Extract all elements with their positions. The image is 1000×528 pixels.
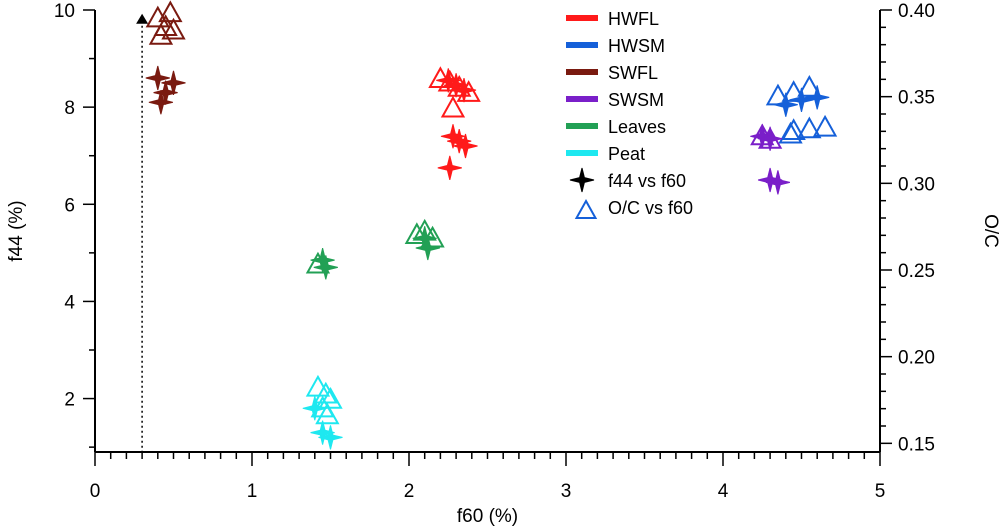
point-hwfl-f44 bbox=[436, 68, 461, 93]
point-swfl-f44 bbox=[145, 65, 170, 91]
point-peat-oc bbox=[318, 386, 343, 409]
point-hwsm-oc bbox=[781, 118, 806, 141]
point-swfl-oc bbox=[148, 22, 174, 45]
point-hwsm-f44 bbox=[789, 87, 814, 113]
x-tick-label: 1 bbox=[247, 481, 258, 502]
point-swfl-oc bbox=[161, 17, 186, 40]
series-swfl bbox=[145, 0, 186, 115]
point-hwfl-f44 bbox=[437, 155, 462, 181]
point-swsm-f44 bbox=[765, 170, 791, 195]
y-tick-label: 10 bbox=[54, 1, 75, 22]
plot-area bbox=[136, 0, 838, 452]
y2-tick-label: 0.20 bbox=[898, 348, 935, 369]
point-hwsm-oc bbox=[797, 116, 822, 139]
series-peat bbox=[302, 374, 343, 450]
point-leaves-f44 bbox=[415, 235, 440, 261]
point-hwfl-f44 bbox=[443, 73, 469, 98]
y2-tick-label: 0.25 bbox=[898, 261, 935, 282]
point-hwsm-f44 bbox=[773, 92, 798, 117]
legend-swatch-swsm bbox=[566, 96, 598, 102]
y2-tick-label: 0.40 bbox=[898, 1, 935, 22]
point-peat-f44 bbox=[318, 425, 343, 450]
point-peat-oc bbox=[315, 402, 340, 425]
y-tick-label: 4 bbox=[64, 292, 75, 313]
point-swfl-oc bbox=[158, 0, 183, 23]
legend-marker-star bbox=[569, 167, 595, 193]
point-swsm-f44 bbox=[757, 126, 783, 151]
x-tick-label: 5 bbox=[875, 481, 886, 502]
x-tick-label: 0 bbox=[90, 481, 101, 502]
reference-marker bbox=[136, 13, 149, 24]
point-hwfl-f44 bbox=[453, 133, 478, 159]
series-swsm bbox=[750, 123, 791, 195]
legend-label-hwfl: HWFL bbox=[608, 9, 659, 29]
y2-axis-label: O/C bbox=[980, 214, 1000, 248]
point-hwsm-f44 bbox=[805, 85, 830, 110]
legend-label-leaves: Leaves bbox=[608, 117, 666, 137]
legend-label-hwsm: HWSM bbox=[608, 36, 665, 56]
x-tick-label: 4 bbox=[718, 481, 729, 502]
point-peat-oc bbox=[305, 374, 331, 397]
legend-swatch-hwsm bbox=[566, 42, 598, 48]
x-axis-label: f60 (%) bbox=[457, 506, 518, 527]
y-tick-label: 2 bbox=[64, 390, 75, 411]
axes: 0 1 2 3 4 5 2 4 6 8 10 0.15 0.20 0.25 0.30 0.35 0.40 f60 … bbox=[6, 1, 1000, 527]
y-axis-label: f44 (%) bbox=[6, 200, 27, 261]
y-tick-label: 6 bbox=[64, 195, 75, 216]
y2-tick-label: 0.30 bbox=[898, 174, 935, 195]
y2-tick-label: 0.15 bbox=[898, 434, 935, 455]
y2-tick-label: 0.35 bbox=[898, 88, 935, 109]
legend-label-swsm: SWSM bbox=[608, 90, 664, 110]
series-leaves bbox=[305, 218, 445, 280]
legend-swatch-leaves bbox=[566, 123, 598, 129]
legend-swatch-peat bbox=[566, 150, 598, 156]
legend-marker-triangle bbox=[574, 198, 598, 219]
point-leaves-f44 bbox=[313, 255, 338, 280]
legend-swatch-hwfl bbox=[566, 15, 598, 21]
legend: HWFL HWSM SWFL SWSM Leaves Peat f44 vs f60 O/C … bbox=[566, 9, 693, 219]
point-swfl-f44 bbox=[161, 70, 186, 96]
point-peat-f44 bbox=[310, 420, 335, 445]
point-leaves-oc bbox=[404, 222, 430, 245]
point-peat-f44 bbox=[302, 396, 327, 421]
series-hwfl bbox=[428, 66, 481, 181]
legend-label-oc-vs-f60: O/C vs f60 bbox=[608, 198, 693, 218]
point-hwsm-oc bbox=[797, 74, 822, 97]
legend-label-swfl: SWFL bbox=[608, 63, 658, 83]
point-hwsm-oc bbox=[778, 121, 803, 144]
point-hwfl-f44 bbox=[451, 77, 477, 103]
series-hwsm bbox=[765, 74, 838, 144]
legend-label-f44-vs-f60: f44 vs f60 bbox=[608, 171, 686, 191]
legend-swatch-swfl bbox=[566, 69, 598, 75]
y-tick-label: 8 bbox=[64, 98, 75, 119]
point-hwfl-oc bbox=[440, 95, 466, 118]
x-tick-label: 2 bbox=[404, 481, 415, 502]
x-tick-label: 3 bbox=[561, 481, 572, 502]
legend-label-peat: Peat bbox=[608, 144, 645, 164]
point-swfl-f44 bbox=[148, 90, 174, 115]
point-leaves-f44 bbox=[310, 247, 335, 273]
point-hwsm-oc bbox=[812, 114, 838, 137]
